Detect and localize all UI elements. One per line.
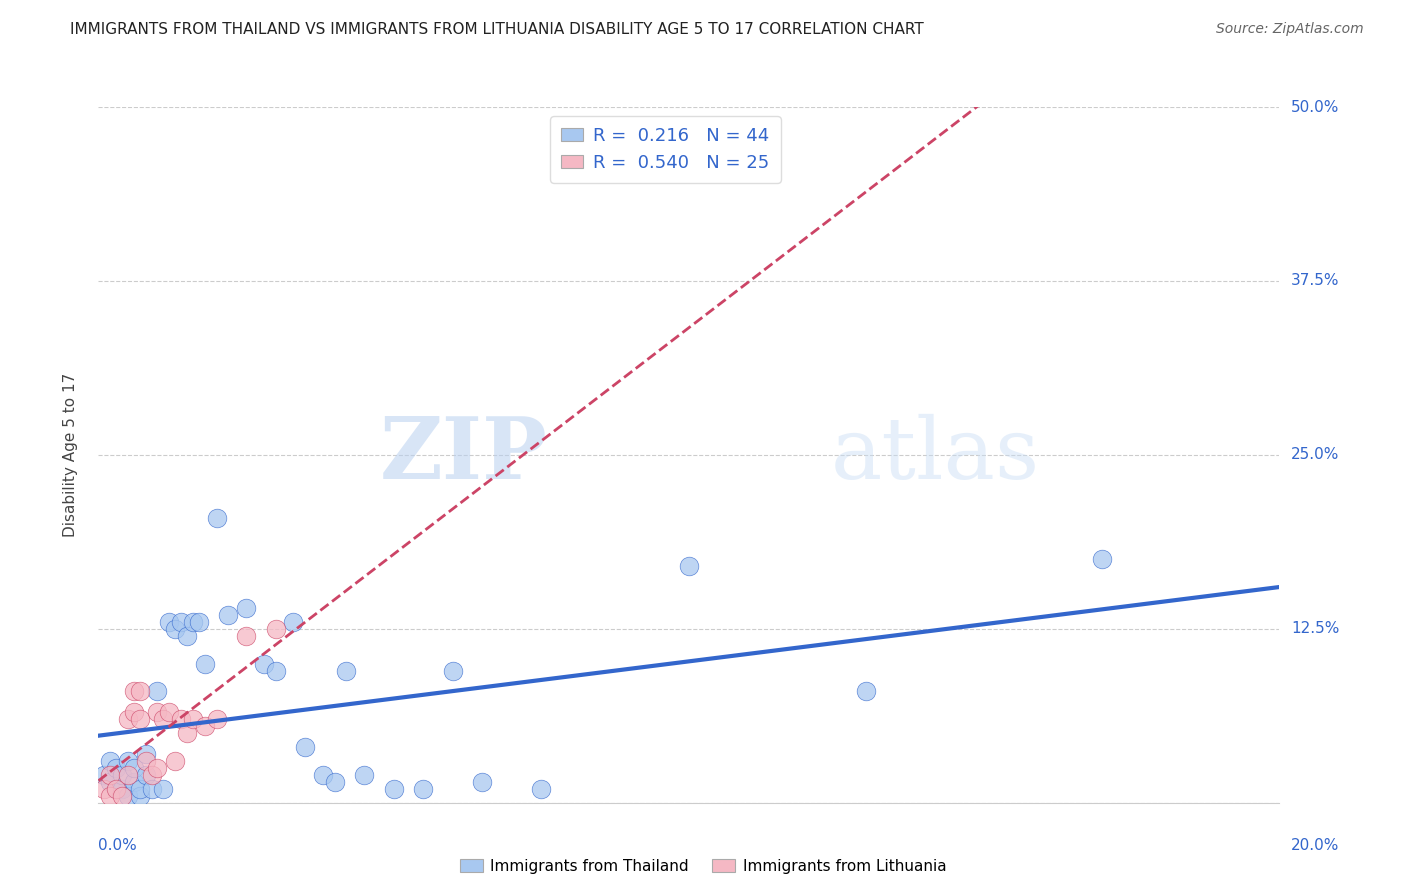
Text: 50.0%: 50.0% <box>1291 100 1340 114</box>
Legend: Immigrants from Thailand, Immigrants from Lithuania: Immigrants from Thailand, Immigrants fro… <box>454 853 952 880</box>
Point <box>187 615 209 629</box>
Point <box>530 781 553 796</box>
Point <box>117 768 139 782</box>
Point <box>264 664 287 678</box>
Point <box>170 615 193 629</box>
Point <box>146 761 169 775</box>
Point <box>181 712 204 726</box>
Point <box>181 615 204 629</box>
Text: ZIP: ZIP <box>380 413 547 497</box>
Text: 0.0%: 0.0% <box>98 838 138 853</box>
Point <box>117 754 139 768</box>
Point <box>678 559 700 574</box>
Point <box>135 754 157 768</box>
Point <box>205 712 228 726</box>
Point <box>382 781 405 796</box>
Point <box>98 754 121 768</box>
Point <box>105 781 128 796</box>
Point <box>353 768 375 782</box>
Point <box>122 775 145 789</box>
Point <box>312 768 335 782</box>
Point <box>105 781 128 796</box>
Legend: R =  0.216   N = 44, R =  0.540   N = 25: R = 0.216 N = 44, R = 0.540 N = 25 <box>550 116 780 183</box>
Point <box>111 768 134 782</box>
Text: Source: ZipAtlas.com: Source: ZipAtlas.com <box>1216 22 1364 37</box>
Point <box>141 768 163 782</box>
Text: 12.5%: 12.5% <box>1291 622 1340 636</box>
Point <box>98 789 121 803</box>
Point <box>176 726 198 740</box>
Point <box>111 781 134 796</box>
Text: IMMIGRANTS FROM THAILAND VS IMMIGRANTS FROM LITHUANIA DISABILITY AGE 5 TO 17 COR: IMMIGRANTS FROM THAILAND VS IMMIGRANTS F… <box>70 22 924 37</box>
Point <box>146 706 169 720</box>
Point <box>117 789 139 803</box>
Point <box>117 712 139 726</box>
Point <box>128 781 150 796</box>
Text: 25.0%: 25.0% <box>1291 448 1340 462</box>
Point <box>111 789 134 803</box>
Point <box>135 768 157 782</box>
Point <box>128 684 150 698</box>
Point <box>176 629 198 643</box>
Point <box>1091 552 1114 566</box>
Point <box>93 781 115 796</box>
Point <box>98 768 121 782</box>
Point <box>335 664 357 678</box>
Point <box>217 607 239 622</box>
Point <box>441 664 464 678</box>
Point <box>135 747 157 761</box>
Point <box>165 754 187 768</box>
Y-axis label: Disability Age 5 to 17: Disability Age 5 to 17 <box>63 373 77 537</box>
Point <box>141 781 163 796</box>
Point <box>235 629 257 643</box>
Point <box>152 712 174 726</box>
Point <box>194 657 217 671</box>
Point <box>253 657 276 671</box>
Point <box>170 712 193 726</box>
Point <box>105 761 128 775</box>
Point <box>98 775 121 789</box>
Point <box>294 740 316 755</box>
Text: atlas: atlas <box>831 413 1040 497</box>
Point <box>128 712 150 726</box>
Point <box>471 775 494 789</box>
Point <box>235 601 257 615</box>
Point <box>128 789 150 803</box>
Point <box>412 781 434 796</box>
Point <box>152 781 174 796</box>
Point <box>146 684 169 698</box>
Point <box>855 684 877 698</box>
Point <box>157 615 180 629</box>
Point <box>264 622 287 636</box>
Point <box>122 706 145 720</box>
Point <box>165 622 187 636</box>
Point <box>283 615 305 629</box>
Point <box>122 761 145 775</box>
Point <box>205 510 228 524</box>
Point <box>93 768 115 782</box>
Text: 37.5%: 37.5% <box>1291 274 1340 288</box>
Point <box>157 706 180 720</box>
Point <box>323 775 346 789</box>
Point <box>122 684 145 698</box>
Point <box>194 719 217 733</box>
Text: 20.0%: 20.0% <box>1291 838 1340 853</box>
